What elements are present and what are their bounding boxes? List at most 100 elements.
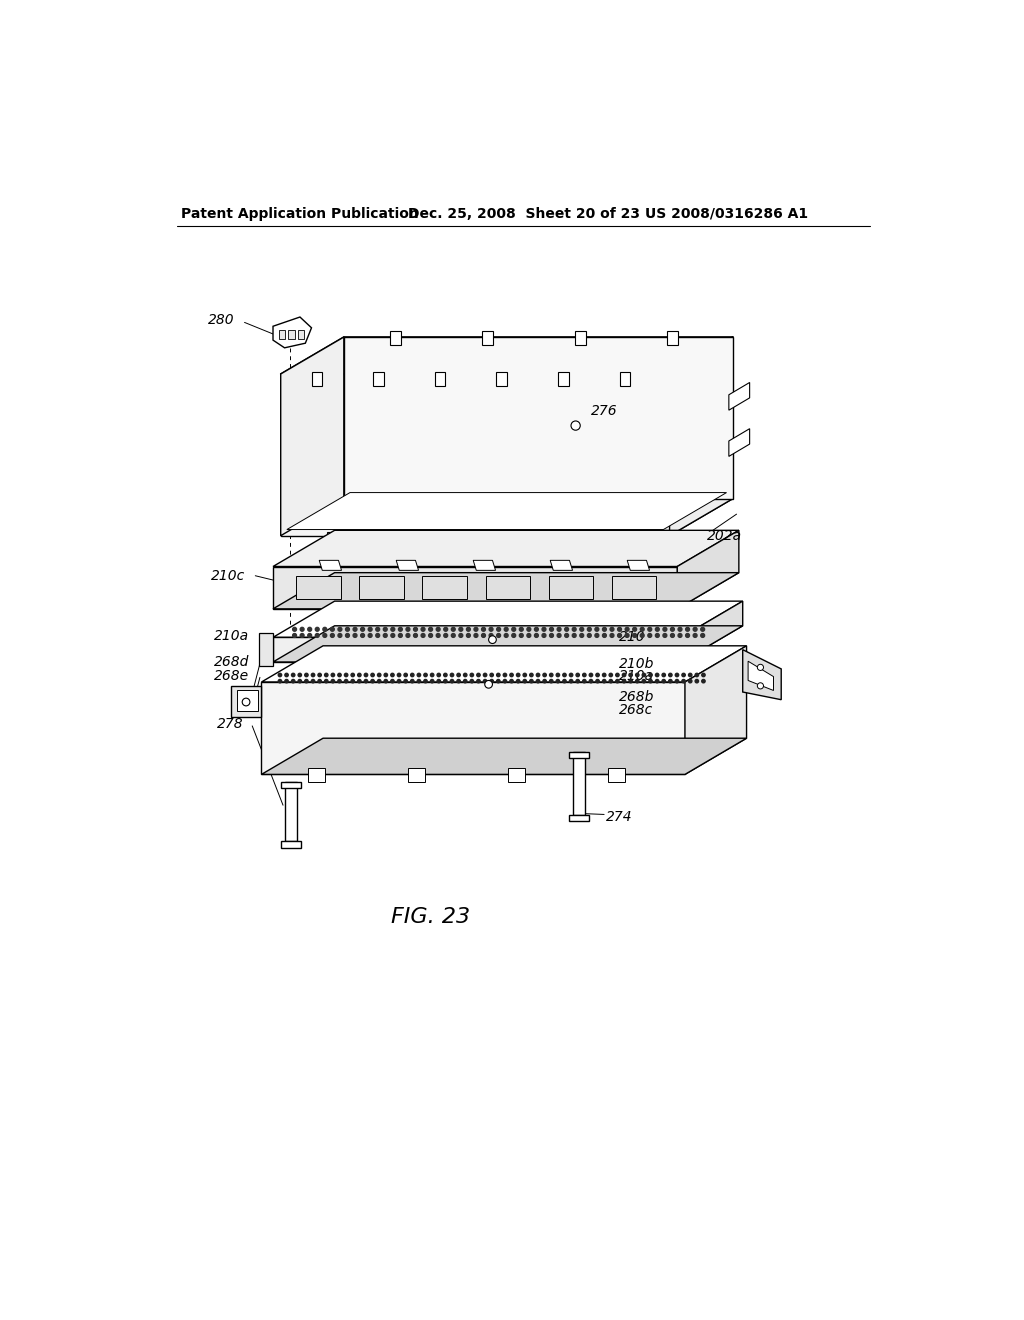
Circle shape	[686, 627, 689, 631]
Circle shape	[671, 627, 675, 631]
Polygon shape	[261, 645, 746, 682]
Polygon shape	[281, 781, 301, 788]
Polygon shape	[419, 532, 435, 543]
Circle shape	[331, 673, 335, 677]
Circle shape	[300, 627, 304, 631]
Circle shape	[510, 680, 513, 682]
Circle shape	[451, 680, 454, 682]
Circle shape	[580, 634, 584, 638]
Circle shape	[550, 680, 553, 682]
Polygon shape	[344, 337, 733, 499]
Circle shape	[557, 627, 561, 631]
Circle shape	[529, 673, 534, 677]
Polygon shape	[408, 768, 425, 781]
Circle shape	[577, 673, 580, 677]
Circle shape	[451, 673, 454, 677]
Circle shape	[351, 673, 354, 677]
Polygon shape	[681, 601, 742, 663]
Circle shape	[648, 627, 651, 631]
Circle shape	[490, 680, 494, 682]
Polygon shape	[281, 374, 670, 536]
Polygon shape	[273, 638, 681, 663]
Circle shape	[504, 627, 508, 631]
Circle shape	[481, 634, 485, 638]
Circle shape	[543, 673, 547, 677]
Circle shape	[308, 627, 311, 631]
Circle shape	[527, 634, 530, 638]
Circle shape	[602, 627, 606, 631]
Circle shape	[669, 673, 672, 677]
Polygon shape	[668, 331, 678, 345]
Circle shape	[391, 634, 394, 638]
Polygon shape	[729, 429, 750, 457]
Circle shape	[542, 634, 546, 638]
Circle shape	[397, 680, 400, 682]
Circle shape	[636, 673, 639, 677]
Circle shape	[365, 680, 368, 682]
Circle shape	[338, 627, 342, 631]
Circle shape	[610, 634, 614, 638]
Circle shape	[376, 634, 380, 638]
Circle shape	[655, 634, 659, 638]
Circle shape	[497, 627, 501, 631]
Circle shape	[688, 680, 692, 682]
Circle shape	[569, 680, 572, 682]
Polygon shape	[685, 645, 746, 775]
Circle shape	[311, 680, 314, 682]
Circle shape	[443, 673, 447, 677]
Circle shape	[467, 634, 470, 638]
Text: 202a: 202a	[707, 529, 741, 543]
Circle shape	[398, 627, 402, 631]
Circle shape	[642, 673, 645, 677]
Circle shape	[537, 673, 540, 677]
Polygon shape	[572, 752, 585, 816]
Circle shape	[305, 673, 308, 677]
Circle shape	[243, 698, 250, 706]
Circle shape	[338, 680, 341, 682]
Circle shape	[378, 680, 381, 682]
Circle shape	[437, 673, 440, 677]
Circle shape	[331, 680, 335, 682]
Circle shape	[617, 634, 622, 638]
Text: 210c: 210c	[211, 569, 246, 582]
Circle shape	[470, 673, 473, 677]
Polygon shape	[497, 372, 507, 385]
Circle shape	[503, 680, 507, 682]
Polygon shape	[549, 576, 593, 599]
Circle shape	[596, 673, 599, 677]
Circle shape	[663, 680, 666, 682]
Polygon shape	[422, 576, 467, 599]
Circle shape	[293, 634, 297, 638]
Circle shape	[411, 673, 414, 677]
Circle shape	[443, 634, 447, 638]
Circle shape	[503, 673, 507, 677]
Polygon shape	[611, 576, 656, 599]
Circle shape	[353, 627, 357, 631]
Circle shape	[564, 634, 568, 638]
Polygon shape	[359, 576, 403, 599]
Text: 268b: 268b	[618, 690, 654, 705]
Text: FIG. 23: FIG. 23	[391, 907, 470, 927]
Circle shape	[353, 634, 357, 638]
Polygon shape	[604, 532, 620, 543]
Circle shape	[556, 673, 559, 677]
Text: 278: 278	[217, 717, 244, 731]
Circle shape	[474, 627, 478, 631]
Circle shape	[663, 627, 667, 631]
Polygon shape	[482, 331, 494, 345]
Circle shape	[293, 627, 297, 631]
Circle shape	[609, 673, 612, 677]
Polygon shape	[273, 601, 742, 638]
Circle shape	[550, 673, 553, 677]
Circle shape	[529, 680, 534, 682]
Text: US 2008/0316286 A1: US 2008/0316286 A1	[645, 207, 808, 220]
Polygon shape	[485, 576, 530, 599]
Circle shape	[308, 634, 311, 638]
Circle shape	[700, 627, 705, 631]
Circle shape	[417, 673, 421, 677]
Circle shape	[483, 680, 486, 682]
Circle shape	[430, 680, 434, 682]
Circle shape	[550, 627, 553, 631]
Circle shape	[701, 673, 706, 677]
Circle shape	[519, 634, 523, 638]
